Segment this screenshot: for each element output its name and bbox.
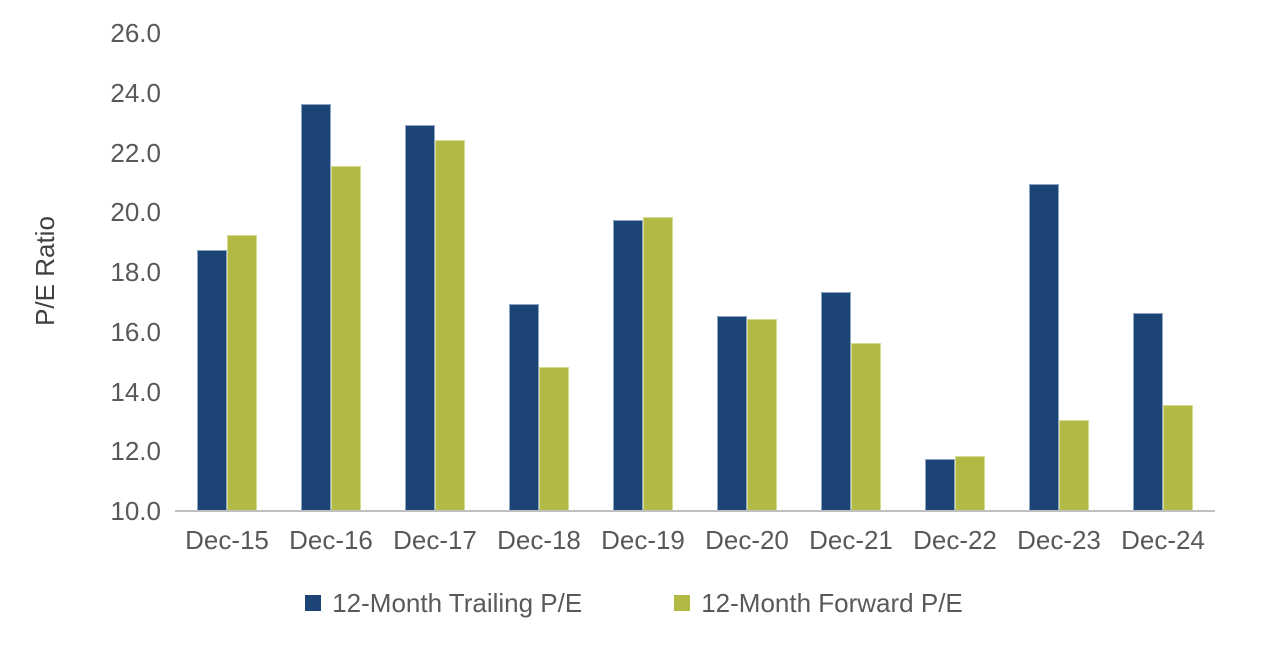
y-tick-label-26.0: 26.0 [110,18,161,48]
y-tick-label-12.0: 12.0 [110,436,161,467]
legend: 12-Month Trailing P/E 12-Month Forward P/… [0,586,1268,620]
legend-item-forward: 12-Month Forward P/E [674,588,963,619]
forward-bar-dec-18 [539,366,569,510]
forward-bar-dec-23 [1059,420,1089,510]
legend-label-trailing: 12-Month Trailing P/E [332,587,583,618]
y-tick-label-10.0: 10.0 [110,496,161,526]
trailing-bar-dec-21 [821,291,851,510]
y-tick-label-16.0: 16.0 [110,316,161,347]
y-tick-label-22.0: 22.0 [110,137,161,168]
x-tick-label-dec-23: Dec-23 [1017,525,1101,555]
forward-bar-dec-20 [747,318,777,510]
legend-swatch-icon [674,595,691,611]
trailing-bar-dec-22 [925,459,955,510]
y-tick-label-20.0: 20.0 [110,197,161,228]
forward-bar-dec-15 [227,235,257,510]
trailing-bar-dec-18 [509,303,539,510]
trailing-bar-dec-15 [197,250,227,510]
x-tick-label-dec-22: Dec-22 [913,525,997,555]
trailing-bar-dec-24 [1133,312,1163,510]
trailing-bar-dec-17 [405,124,435,510]
trailing-bar-dec-19 [613,220,643,510]
forward-bar-dec-17 [435,139,465,510]
y-tick-label-18.0: 18.0 [110,257,161,287]
x-tick-label-dec-18: Dec-18 [497,525,581,555]
forward-bar-dec-21 [851,342,881,510]
x-tick-label-dec-21: Dec-21 [809,525,893,555]
forward-bar-dec-24 [1163,405,1193,510]
x-tick-label-dec-24: Dec-24 [1121,525,1205,555]
x-tick-label-dec-19: Dec-19 [601,525,685,555]
x-axis-line [175,510,1215,512]
x-tick-label-dec-20: Dec-20 [705,525,789,555]
y-tick-label-14.0: 14.0 [110,376,161,407]
forward-bar-dec-22 [955,456,985,510]
trailing-bar-dec-16 [301,103,331,510]
y-tick-label-24.0: 24.0 [110,77,161,108]
legend-swatch-icon [305,595,322,611]
x-tick-label-dec-16: Dec-16 [289,525,373,555]
forward-bar-dec-19 [643,217,673,510]
trailing-bar-dec-23 [1029,184,1059,510]
trailing-bar-dec-20 [717,315,747,510]
x-tick-label-dec-15: Dec-15 [185,525,269,555]
x-tick-label-dec-17: Dec-17 [393,525,477,555]
legend-item-trailing: 12-Month Trailing P/E [305,588,582,619]
forward-bar-dec-16 [331,166,361,510]
legend-label-forward: 12-Month Forward P/E [701,587,963,618]
